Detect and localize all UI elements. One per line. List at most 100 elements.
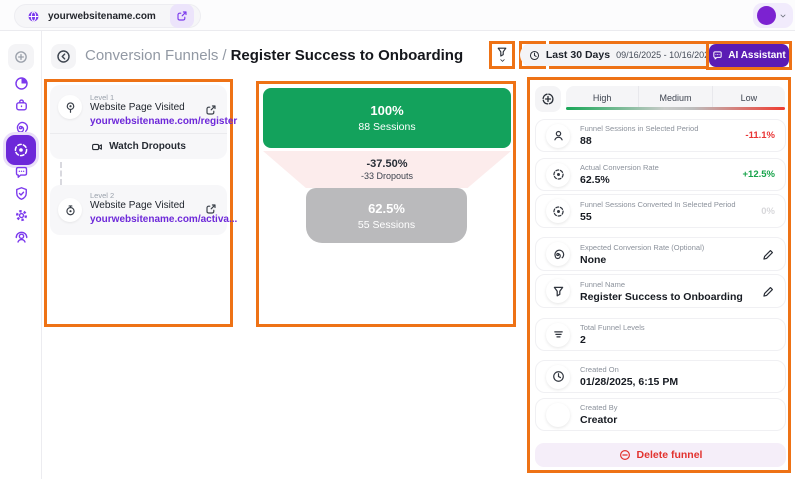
stat-value: 2 bbox=[580, 334, 586, 346]
chat-icon bbox=[14, 165, 29, 180]
edit-expected-rate-button[interactable] bbox=[762, 248, 775, 261]
stat-label: Created By bbox=[580, 403, 618, 412]
site-selector[interactable]: yourwebsitename.com bbox=[14, 4, 201, 28]
stat-label: Funnel Name bbox=[580, 279, 626, 289]
level-1-event: Website Page Visited bbox=[90, 102, 185, 113]
site-selector-label: yourwebsitename.com bbox=[48, 10, 156, 22]
stat-label: Created On bbox=[580, 365, 619, 374]
chat-icon bbox=[712, 50, 723, 61]
filter-button[interactable] bbox=[492, 44, 512, 66]
sidebar bbox=[0, 31, 42, 479]
creator-avatar bbox=[546, 402, 570, 427]
breadcrumb: Conversion Funnels / Register Success to O… bbox=[85, 47, 463, 64]
stat-label: Actual Conversion Rate bbox=[580, 163, 659, 172]
level-2-url-link[interactable]: yourwebsitename.com/activa... bbox=[90, 214, 238, 225]
globe-icon bbox=[27, 10, 40, 23]
level-1-url-link[interactable]: yourwebsitename.com/register bbox=[90, 116, 238, 127]
bag-icon bbox=[14, 98, 29, 113]
stat-row-total-levels: Total Funnel Levels 2 bbox=[535, 318, 786, 351]
funnel-dropout-label: -33 Dropouts bbox=[360, 171, 414, 181]
external-link-icon bbox=[205, 203, 217, 215]
stat-delta: -11.1% bbox=[745, 130, 775, 141]
gear-icon bbox=[14, 208, 29, 223]
stat-label: Funnel Sessions in Selected Period bbox=[580, 124, 699, 133]
target-icon bbox=[546, 162, 570, 187]
external-link-icon bbox=[205, 104, 217, 116]
stat-row-expected-rate: Expected Conversion Rate (Optional) None bbox=[535, 237, 786, 271]
stat-row-created-on: Created On 01/28/2025, 6:15 PM bbox=[535, 360, 786, 393]
stat-delta: 0% bbox=[761, 205, 775, 217]
funnel-dropout-percent: -37.50% bbox=[366, 158, 408, 170]
stat-value: Creator bbox=[580, 414, 618, 426]
level-2-icon-wrap bbox=[58, 198, 82, 222]
avatar bbox=[757, 6, 776, 25]
level-2-event: Website Page Visited bbox=[90, 200, 185, 211]
annotation-ai-assistant: AI Assistant bbox=[706, 41, 792, 70]
stat-label: Expected Conversion Rate (Optional) bbox=[580, 242, 705, 252]
layers-icon bbox=[546, 322, 570, 347]
pencil-icon bbox=[762, 248, 775, 261]
timer-icon bbox=[64, 204, 77, 217]
delete-funnel-button[interactable]: Delete funnel bbox=[535, 443, 786, 467]
stat-delta: +12.5% bbox=[742, 169, 776, 180]
priority-gradient-bar bbox=[566, 107, 785, 110]
clock-icon bbox=[546, 364, 570, 389]
sidebar-item-funnels-active[interactable] bbox=[6, 135, 36, 165]
circle-plus-icon bbox=[14, 50, 28, 64]
user-menu[interactable] bbox=[753, 3, 793, 28]
level-connector bbox=[60, 162, 62, 185]
funnel-stage-2: 62.5% 55 Sessions bbox=[306, 188, 467, 243]
annotation-filter bbox=[489, 41, 515, 69]
level-1-card: Level 1 Website Page Visited yourwebsite… bbox=[50, 85, 237, 159]
stat-row-created-by: Created By Creator bbox=[535, 398, 786, 431]
stat-label: Funnel Sessions Converted In Selected Pe… bbox=[580, 199, 736, 209]
edit-funnel-name-button[interactable] bbox=[762, 285, 775, 298]
chevron-down-icon bbox=[499, 57, 506, 64]
funnel-stage-2-percent: 62.5% bbox=[368, 200, 405, 216]
funnel-stage-1: 100% 88 Sessions bbox=[263, 88, 511, 148]
external-link-icon bbox=[176, 10, 188, 22]
back-arrow-icon bbox=[56, 49, 71, 64]
tab-low[interactable]: Low bbox=[711, 86, 785, 110]
tab-medium[interactable]: Medium bbox=[638, 86, 711, 110]
ai-assistant-label: AI Assistant bbox=[728, 50, 786, 61]
funnel-target-icon bbox=[13, 142, 29, 158]
open-site-button[interactable] bbox=[170, 4, 194, 28]
target-icon bbox=[546, 199, 570, 223]
page-title: Register Success to Onboarding bbox=[230, 47, 464, 64]
video-camera-icon bbox=[91, 141, 103, 153]
funnel-stage-1-sessions: 88 Sessions bbox=[358, 121, 416, 133]
watch-dropouts-button[interactable]: Watch Dropouts bbox=[50, 133, 227, 159]
date-range-picker[interactable]: Last 30 Days 09/16/2025 - 10/16/2025 bbox=[519, 44, 738, 66]
funnel-icon bbox=[546, 279, 570, 303]
stat-row-sessions: Funnel Sessions in Selected Period 88 -1… bbox=[535, 119, 786, 152]
level-2-open-link[interactable] bbox=[205, 200, 217, 218]
sidebar-item-support[interactable] bbox=[8, 224, 34, 250]
ai-assistant-button[interactable]: AI Assistant bbox=[709, 44, 789, 67]
stat-label: Total Funnel Levels bbox=[580, 323, 645, 332]
funnel-dropout-segment: -37.50% -33 Dropouts bbox=[263, 151, 511, 188]
person-icon bbox=[546, 123, 570, 148]
pencil-icon bbox=[762, 285, 775, 298]
annotation-funnel-chart: 100% 88 Sessions -37.50% -33 Dropouts 62… bbox=[256, 81, 516, 327]
spiral-icon bbox=[546, 242, 570, 266]
level-2-card: Level 2 Website Page Visited yourwebsite… bbox=[50, 185, 237, 235]
priority-tabs: High Medium Low bbox=[566, 86, 785, 110]
annotation-date-range: Last 30 Days 09/16/2025 - 10/16/2025 bbox=[519, 41, 738, 69]
stat-value: 62.5% bbox=[580, 174, 610, 186]
stat-row-funnel-name: Funnel Name Register Success to Onboardi… bbox=[535, 274, 786, 308]
annotation-levels-panel: Level 1 Website Page Visited yourwebsite… bbox=[44, 79, 237, 327]
annotation-details-panel: High Medium Low Funnel Sessions in Selec… bbox=[527, 77, 791, 473]
sidebar-collapse-button[interactable] bbox=[8, 44, 34, 70]
delete-funnel-label: Delete funnel bbox=[636, 449, 703, 461]
back-button[interactable] bbox=[51, 44, 76, 69]
tab-high[interactable]: High bbox=[592, 93, 612, 103]
stat-value: 55 bbox=[580, 210, 592, 223]
plus-target-icon bbox=[541, 92, 555, 106]
breadcrumb-link[interactable]: Conversion Funnels bbox=[85, 47, 219, 64]
funnel-target-button[interactable] bbox=[535, 86, 561, 112]
stat-row-conversion-rate: Actual Conversion Rate 62.5% +12.5% bbox=[535, 158, 786, 191]
stat-value: None bbox=[580, 253, 607, 266]
level-1-open-link[interactable] bbox=[205, 101, 217, 119]
